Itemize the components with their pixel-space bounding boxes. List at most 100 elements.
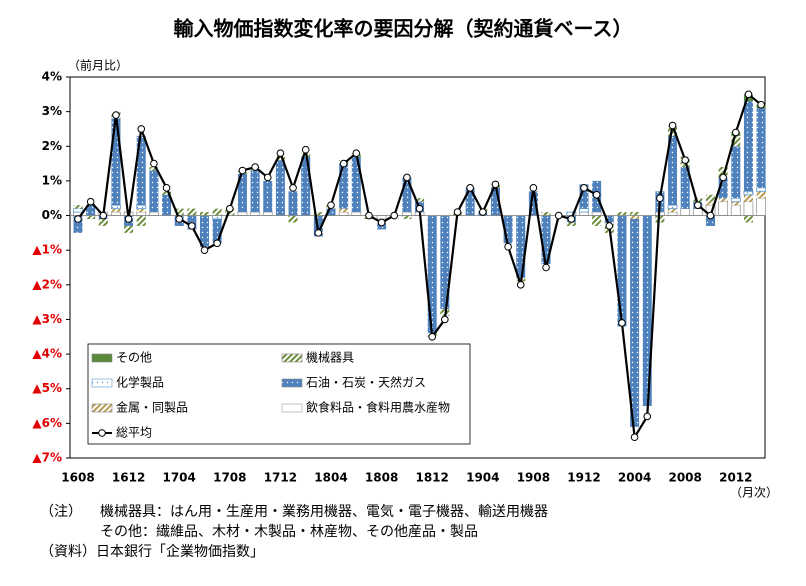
- average-point: [428, 332, 437, 341]
- bar-segment: [528, 191, 538, 216]
- bar-segment: [706, 201, 715, 206]
- bar-segment: [706, 194, 715, 202]
- bar-segment: [591, 211, 602, 216]
- average-point: [175, 215, 183, 223]
- bar-segment: [617, 212, 627, 216]
- average-point: [732, 128, 740, 137]
- bar-segment: [162, 191, 172, 195]
- bar-segment: [668, 135, 678, 206]
- x-tick-label: 1704: [162, 471, 195, 485]
- bar-segment: [718, 167, 728, 178]
- y-tick-label: ▲5%: [32, 381, 62, 395]
- average-point: [757, 100, 765, 109]
- x-tick-label: 1708: [213, 471, 246, 485]
- bar-segment: [111, 211, 121, 216]
- average-point: [719, 173, 727, 182]
- average-point: [605, 222, 614, 230]
- average-point: [618, 319, 626, 327]
- legend-swatch: [91, 403, 113, 413]
- average-point: [681, 156, 690, 164]
- bar-segment: [288, 191, 298, 216]
- bar-segment: [516, 215, 526, 278]
- bar-segment: [743, 194, 753, 202]
- legend-marker: [98, 429, 106, 437]
- legend-swatch: [281, 353, 303, 363]
- bar-segment: [743, 101, 753, 192]
- x-tick-label: 1908: [517, 471, 550, 485]
- average-point: [403, 173, 411, 182]
- bar-segment: [136, 208, 146, 213]
- average-point: [441, 315, 449, 324]
- bar-segment: [86, 215, 96, 220]
- y-tick-label: 2%: [42, 139, 62, 153]
- bar-segment: [275, 156, 285, 161]
- bar-segment: [212, 215, 223, 220]
- bar-segment: [756, 187, 766, 192]
- average-point: [112, 111, 120, 119]
- bar-segment: [86, 205, 96, 216]
- bar-segment: [174, 208, 184, 216]
- average-point: [314, 229, 323, 237]
- y-tick-label: ▲3%: [32, 312, 62, 326]
- bar-segment: [339, 208, 349, 213]
- bar-segment: [743, 215, 753, 223]
- bar-segment: [162, 194, 172, 216]
- average-point: [238, 166, 247, 175]
- x-tick-label: 1612: [112, 471, 145, 485]
- average-point: [289, 184, 297, 192]
- average-point: [162, 184, 171, 192]
- bar-segment: [111, 204, 121, 210]
- y-axis-label: （前月比）: [68, 58, 128, 73]
- bar-segment: [490, 187, 500, 216]
- average-point: [668, 121, 677, 130]
- average-point: [504, 242, 512, 251]
- bar-segment: [731, 135, 741, 147]
- bar-segment: [262, 211, 273, 216]
- bar-segment: [98, 219, 108, 226]
- bar-segment: [579, 208, 589, 213]
- bar-segment: [301, 156, 311, 216]
- y-tick-label: ▲4%: [32, 347, 62, 361]
- bar-segment: [566, 222, 576, 226]
- y-tick-label: ▲7%: [32, 451, 62, 465]
- bar-segment: [667, 204, 678, 210]
- average-point: [137, 125, 146, 133]
- x-tick-label: 1808: [365, 471, 398, 485]
- average-point: [390, 211, 399, 220]
- x-tick-label: 2004: [618, 471, 651, 485]
- x-tick-label: 1912: [567, 471, 600, 485]
- x-tick-label: 2008: [668, 471, 701, 485]
- average-point: [200, 246, 209, 254]
- average-point: [479, 208, 487, 216]
- bar-segment: [73, 208, 83, 213]
- bar-segment: [756, 108, 766, 188]
- average-point: [365, 211, 373, 220]
- legend-label: その他: [116, 351, 152, 365]
- average-point: [213, 239, 221, 248]
- bar-segment: [275, 160, 285, 216]
- legend-label: 飲食料品・食料用農水産物: [306, 400, 450, 415]
- bar-segment: [668, 208, 678, 213]
- bar-segment: [579, 211, 589, 216]
- average-point: [630, 433, 639, 442]
- note: （注）: [40, 504, 82, 520]
- bar-segment: [339, 163, 349, 209]
- average-point: [542, 263, 550, 272]
- legend-label: 化学製品: [116, 375, 164, 390]
- average-point: [276, 149, 285, 157]
- x-tick-label: 1904: [466, 471, 499, 485]
- bar-segment: [288, 215, 298, 223]
- bar-segment: [630, 212, 640, 216]
- legend-swatch: [91, 353, 113, 363]
- y-tick-label: 0%: [42, 208, 62, 222]
- legend-label: 総平均: [116, 426, 152, 440]
- bar-segment: [200, 212, 209, 216]
- bar-segment: [338, 211, 349, 216]
- bar-segment: [124, 225, 134, 233]
- bar-segment: [541, 212, 551, 216]
- bar-segment: [250, 211, 261, 216]
- x-axis-label: （月次）: [730, 486, 778, 500]
- average-point: [74, 215, 82, 223]
- bar-segment: [111, 118, 121, 206]
- bar-segment: [630, 215, 640, 220]
